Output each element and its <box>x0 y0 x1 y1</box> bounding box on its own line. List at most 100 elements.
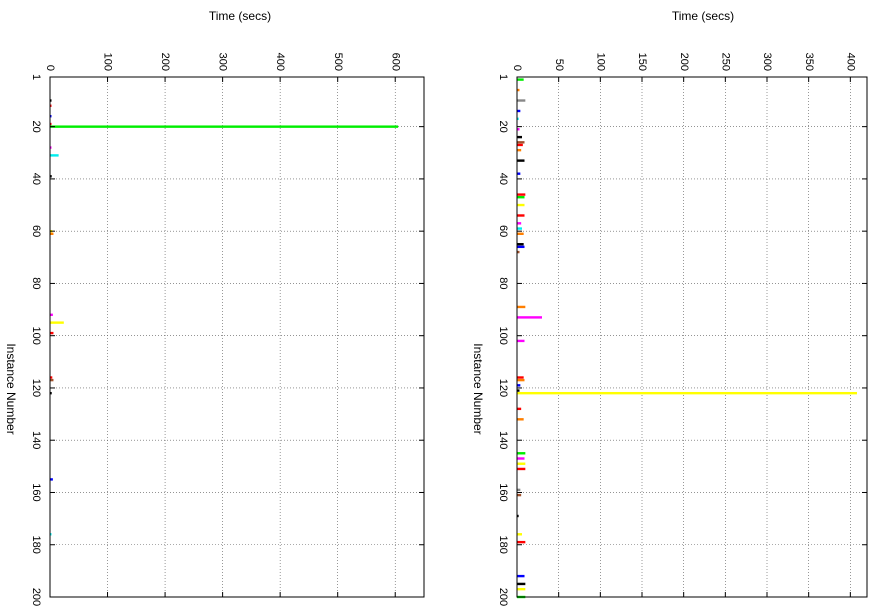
bar <box>50 478 53 481</box>
bar <box>517 452 526 455</box>
bar <box>50 533 52 536</box>
bar <box>517 193 526 196</box>
bar <box>517 587 526 591</box>
bar <box>517 462 526 465</box>
bar <box>517 222 522 225</box>
x-tick-label: 160 <box>30 483 42 501</box>
x-tick-label: 140 <box>30 431 42 449</box>
x-tick-label: 20 <box>497 121 509 133</box>
y-tick-label: 150 <box>636 53 648 71</box>
bar <box>517 457 525 460</box>
x-tick-label: 120 <box>497 379 509 397</box>
x-tick-label: 120 <box>30 379 42 397</box>
bar <box>50 378 54 382</box>
bar <box>517 378 525 382</box>
bar <box>517 141 525 144</box>
y-tick-label: 350 <box>803 53 815 71</box>
bar <box>517 407 522 411</box>
bar <box>50 104 52 107</box>
bar <box>50 146 52 149</box>
y-tick-label: 100 <box>594 53 606 71</box>
bar <box>50 313 53 316</box>
bar <box>517 391 857 395</box>
bar <box>517 582 526 586</box>
x-axis-title: Instance Number <box>471 343 485 434</box>
y-tick-label: 400 <box>844 53 856 71</box>
y-tick-label: 300 <box>217 53 229 71</box>
plot-frame <box>49 76 425 598</box>
bar <box>517 203 525 207</box>
y-tick-label: 200 <box>678 53 690 71</box>
bar <box>50 114 52 118</box>
x-tick-label: 100 <box>497 327 509 345</box>
bar <box>517 514 519 518</box>
bar <box>517 250 520 254</box>
bar <box>517 488 521 492</box>
x-tick-label: 1 <box>30 74 42 80</box>
x-tick-label: 80 <box>30 277 42 289</box>
y-tick-label: 300 <box>761 53 773 71</box>
bar <box>517 384 521 387</box>
right-chart: 0 50 100 150 200 250 300 350 4001204060801001201… <box>471 9 868 606</box>
plot-frame <box>516 76 868 598</box>
y-tick-label: 200 <box>159 53 171 71</box>
bar <box>50 125 399 128</box>
bar <box>517 493 522 497</box>
y-tick-label: 250 <box>719 53 731 71</box>
x-tick-label: 40 <box>30 173 42 185</box>
left-chart: 0 100 200 300 400 500 600120406080100120140160… <box>4 9 425 606</box>
x-tick-label: 200 <box>30 588 42 606</box>
y-tick-label: 500 <box>332 53 344 71</box>
bar <box>517 376 524 379</box>
bar <box>517 305 526 309</box>
bar <box>50 331 54 335</box>
bar <box>517 245 525 249</box>
bar <box>517 227 522 230</box>
y-tick-label: 0 <box>511 65 523 71</box>
bar <box>517 418 524 421</box>
bar <box>517 339 525 343</box>
bar <box>517 78 524 81</box>
bar <box>517 99 526 102</box>
bar <box>517 159 525 162</box>
x-tick-label: 20 <box>30 121 42 133</box>
bar <box>50 376 53 379</box>
bar <box>517 88 520 92</box>
bar <box>50 321 64 324</box>
bar <box>517 109 521 113</box>
y-axis-title: Time (secs) <box>672 9 734 23</box>
bar <box>517 574 525 578</box>
bar <box>50 154 59 157</box>
bar <box>517 143 523 147</box>
x-axis-title: Instance Number <box>4 343 18 434</box>
bar <box>517 243 524 246</box>
bar <box>517 467 526 471</box>
bar <box>50 391 52 395</box>
bar <box>50 99 52 102</box>
x-tick-label: 100 <box>30 327 42 345</box>
bar <box>517 232 524 235</box>
y-axis-title: Time (secs) <box>209 9 271 23</box>
x-tick-label: 40 <box>497 173 509 185</box>
x-tick-label: 80 <box>497 277 509 289</box>
x-tick-label: 60 <box>30 225 42 237</box>
bar <box>517 172 521 175</box>
x-tick-label: 60 <box>497 225 509 237</box>
bar <box>517 128 520 131</box>
y-tick-label: 600 <box>389 53 401 71</box>
bar <box>50 175 52 178</box>
x-tick-label: 180 <box>30 536 42 554</box>
bar <box>517 196 525 199</box>
y-tick-label: 0 <box>44 65 56 71</box>
x-tick-label: 180 <box>497 536 509 554</box>
bar <box>517 117 519 121</box>
x-tick-label: 140 <box>497 431 509 449</box>
x-tick-label: 200 <box>497 588 509 606</box>
x-tick-label: 160 <box>497 483 509 501</box>
bar <box>517 214 525 217</box>
bar <box>517 540 526 544</box>
y-tick-label: 50 <box>553 59 565 71</box>
bar <box>517 389 520 392</box>
y-tick-label: 100 <box>102 53 114 71</box>
